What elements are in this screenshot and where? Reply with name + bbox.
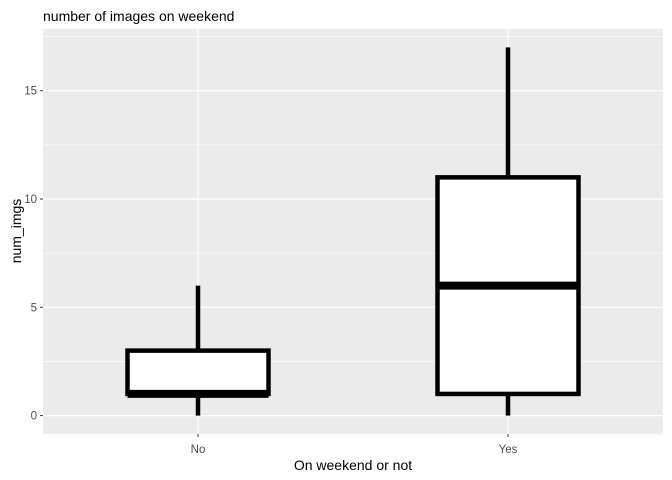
y-tick-label: 15	[24, 86, 37, 98]
box-no	[125, 285, 271, 416]
x-tick-label: Yes	[499, 444, 518, 456]
y-tick-label: 0	[31, 411, 37, 423]
y-axis-title: num_imgs	[8, 199, 24, 264]
boxes	[125, 47, 581, 416]
box-yes	[435, 47, 581, 416]
y-axis-ticks: 0 5 10 15	[24, 86, 43, 423]
x-axis-title: On weekend or not	[294, 457, 412, 473]
y-tick-label: 5	[31, 302, 37, 314]
chart-title: number of images on weekend	[43, 8, 234, 24]
box-body	[125, 348, 271, 397]
y-tick-label: 10	[24, 194, 37, 206]
x-axis-ticks: No Yes	[191, 434, 518, 456]
x-tick-label: No	[191, 444, 206, 456]
